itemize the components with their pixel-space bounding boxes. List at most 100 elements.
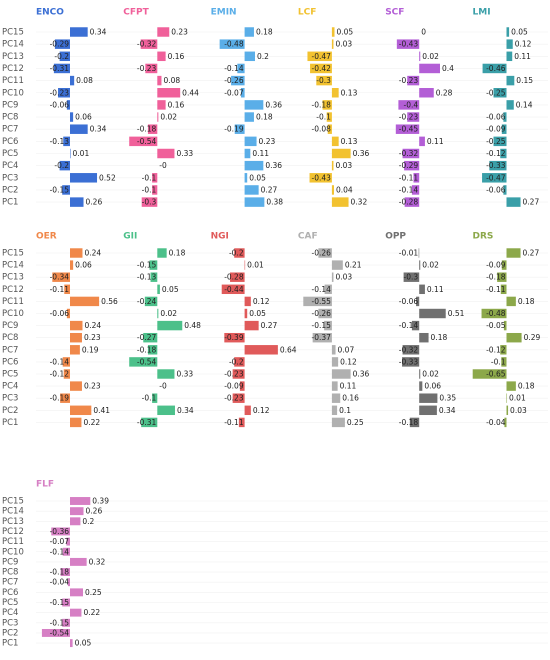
category-label: PC10 [2, 547, 24, 557]
value-label: 0.05 [249, 309, 266, 318]
bar [53, 63, 70, 74]
value-label: 0.13 [341, 88, 358, 97]
value-label: -0.23 [224, 370, 244, 379]
value-label: 0.15 [516, 76, 533, 85]
value-label: -0.28 [224, 273, 244, 282]
bar [419, 136, 425, 147]
value-label: 0.27 [523, 249, 540, 258]
value-label: -0.24 [137, 297, 157, 306]
value-label: 0.33 [176, 370, 193, 379]
bar [230, 272, 245, 282]
bar [409, 417, 420, 428]
category-label: PC6 [2, 137, 18, 147]
bar [244, 112, 254, 122]
category-label: PC8 [2, 333, 18, 343]
value-label: 0.27 [261, 321, 278, 330]
value-label: -0.33 [486, 161, 506, 170]
value-label: 0.01 [247, 261, 264, 270]
bar [419, 51, 421, 62]
bar [331, 160, 334, 171]
value-label: 0.34 [90, 125, 107, 134]
value-label: -0.25 [486, 137, 506, 146]
bar [62, 598, 70, 607]
value-label: -0.14 [311, 285, 331, 294]
category-label: PC9 [2, 321, 18, 331]
bar [70, 112, 74, 122]
bar [244, 148, 251, 159]
value-label: -0.3 [404, 273, 419, 282]
value-label: -0.11 [399, 173, 419, 182]
bar [70, 345, 80, 355]
bar [147, 124, 158, 134]
bar [331, 39, 334, 49]
bar [157, 284, 160, 295]
category-label: PC1 [2, 198, 18, 208]
panel-title: ENCO [36, 8, 64, 18]
value-label: 0 [421, 28, 426, 37]
category-label: PC10 [2, 88, 24, 98]
value-label: -0.19 [224, 125, 244, 134]
bar [59, 51, 70, 62]
bar [60, 568, 70, 577]
value-label: -0.23 [399, 76, 419, 85]
value-label: -0.42 [311, 64, 331, 73]
bar [149, 260, 158, 270]
bar [234, 248, 245, 258]
value-label: -0.06 [399, 297, 419, 306]
value-label: 0.22 [83, 418, 100, 427]
bar [152, 393, 158, 403]
bar [240, 88, 245, 98]
bar [152, 185, 158, 195]
value-label: 0.23 [171, 28, 188, 37]
value-label: -0.3 [316, 76, 331, 85]
bar [402, 148, 420, 159]
value-label: 0.11 [340, 382, 357, 391]
bar [244, 173, 248, 183]
value-label: -0.23 [399, 113, 419, 122]
value-label: 0.08 [76, 76, 93, 85]
value-label: -0.31 [137, 418, 157, 427]
bar [147, 345, 158, 355]
value-label: 0.02 [422, 52, 439, 61]
bar [419, 381, 423, 391]
value-label: -0.36 [50, 527, 70, 536]
bar [331, 345, 336, 355]
bar [63, 136, 70, 147]
value-label: -0.1 [316, 113, 331, 122]
value-label: 0.32 [89, 557, 106, 566]
value-label: -0.15 [50, 618, 70, 627]
value-label: -0.19 [50, 394, 70, 403]
value-label: 0.18 [169, 249, 186, 258]
category-label: PC14 [2, 40, 24, 50]
value-label: -0.15 [50, 598, 70, 607]
bar [143, 332, 158, 343]
bar [331, 405, 338, 416]
value-label: 0.36 [353, 370, 370, 379]
bar [70, 197, 84, 207]
bar [238, 417, 245, 428]
value-label: -0.47 [311, 52, 331, 61]
bar [331, 417, 345, 428]
value-label: -0.18 [311, 100, 331, 109]
value-label: -0.4 [404, 100, 419, 109]
bar [331, 148, 351, 159]
value-label: 0.18 [518, 297, 535, 306]
bar [404, 197, 420, 207]
bar [396, 39, 420, 49]
value-label: -0.06 [50, 309, 70, 318]
value-label: 0.01 [509, 394, 526, 403]
category-label: PC2 [2, 628, 18, 638]
category-label: PC5 [2, 149, 18, 159]
bar [157, 369, 175, 379]
bar [331, 88, 339, 98]
bar [224, 332, 245, 343]
category-label: PC7 [2, 125, 18, 135]
value-label: -0.65 [486, 370, 506, 379]
bar [493, 88, 507, 98]
bar [70, 557, 87, 566]
bar [70, 588, 83, 597]
category-label: PC8 [2, 113, 18, 123]
value-label: -0.13 [50, 137, 70, 146]
category-label: PC9 [2, 100, 18, 110]
bar [303, 296, 332, 307]
